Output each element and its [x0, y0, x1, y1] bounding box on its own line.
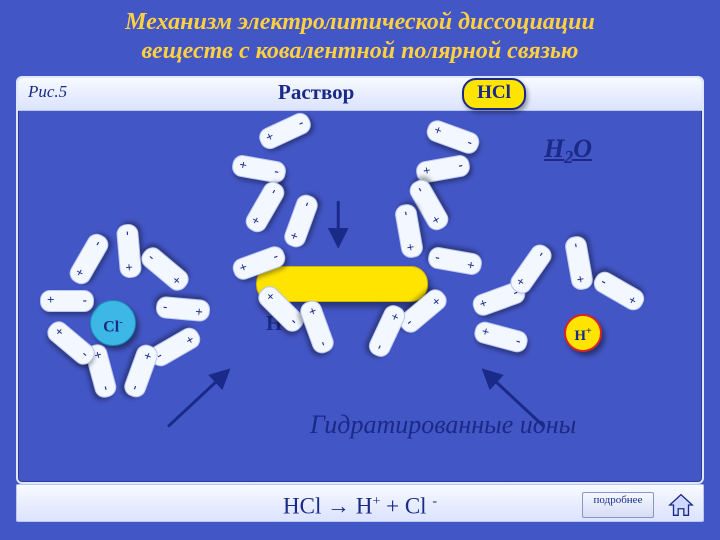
h-hydrated-ion: H+	[564, 314, 602, 352]
water-dipole	[563, 235, 594, 292]
slide-title: Механизм электролитической диссоциации в…	[0, 8, 720, 66]
figure-number: Рис.5	[28, 82, 67, 102]
water-dipole	[116, 223, 143, 279]
solution-label: Раствор	[278, 80, 354, 105]
hcl-badge: HCl	[462, 78, 526, 110]
water-dipole	[427, 245, 484, 276]
water-dipole	[40, 290, 94, 312]
water-dipole	[424, 117, 482, 156]
diagram-body: H2O H+ Cl- Cl- H+ Гидратированные ионы	[18, 110, 702, 482]
water-dipole	[297, 298, 336, 356]
water-dipole	[281, 192, 320, 250]
diagram-panel: Рис.5 Раствор HCl H2O H+ Cl- Cl- H+ Гидр…	[16, 76, 704, 484]
hydrated-ions-label: Гидратированные ионы	[310, 410, 576, 440]
home-button[interactable]	[666, 490, 696, 520]
water-dipole	[137, 243, 193, 295]
h2o-label: H2O	[544, 134, 592, 168]
home-icon	[666, 490, 696, 520]
water-dipole	[121, 342, 160, 400]
water-dipole	[256, 110, 314, 153]
water-dipole	[242, 178, 288, 236]
more-button[interactable]: подробнее	[582, 492, 654, 518]
water-dipole	[507, 241, 556, 298]
panel-header: Рис.5 Раствор HCl	[18, 78, 702, 111]
water-dipole	[155, 296, 211, 323]
water-dipole	[66, 230, 112, 288]
water-dipole	[590, 268, 648, 314]
water-dipole	[231, 153, 288, 184]
cl-hydrated-ion: Cl-	[90, 300, 136, 346]
water-dipole	[472, 319, 530, 354]
